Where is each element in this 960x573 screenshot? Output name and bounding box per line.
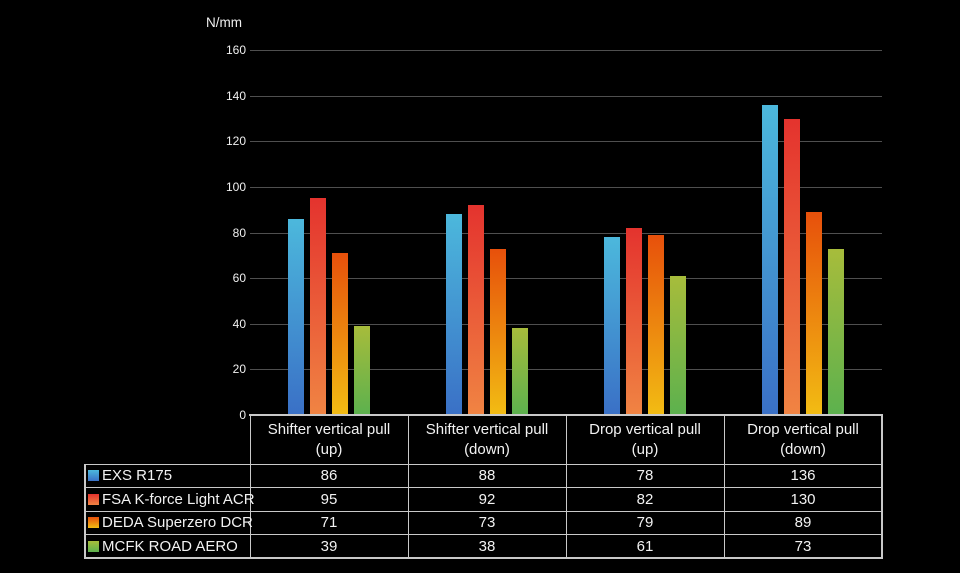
gridline-140 — [250, 95, 882, 97]
table-header-line: (up) — [631, 440, 659, 458]
bar-deda-superzero-dcr-shifter-vertical-pull-down — [490, 248, 507, 415]
gridline-20 — [250, 369, 882, 371]
table-value-exs-r175-drop-vertical-pull-up: 78 — [636, 467, 654, 485]
y-tick-label-120: 120 — [225, 134, 246, 149]
table-header-bottom-border — [84, 463, 883, 465]
bar-exs-r175-shifter-vertical-pull-up — [287, 218, 304, 415]
table-value-deda-superzero-dcr-drop-vertical-pull-up: 79 — [636, 514, 654, 532]
bar-fsa-k-force-light-acr-drop-vertical-pull-up — [625, 228, 642, 415]
y-tick-label-60: 60 — [232, 271, 246, 286]
legend-series-label: FSA K-force Light ACR — [102, 490, 255, 508]
table-header-cell-shifter-vertical-pull-up: Shifter vertical pull (up) — [251, 416, 407, 463]
legend-row-deda-superzero-dcr: DEDA Superzero DCR — [88, 511, 253, 535]
table-row-border-2 — [84, 534, 883, 535]
legend-color-swatch-exs-r175 — [88, 470, 99, 482]
legend-color-swatch-deda-superzero-dcr — [88, 517, 99, 529]
bar-fsa-k-force-light-acr-shifter-vertical-pull-up — [309, 198, 326, 415]
legend-row-fsa-k-force-light-acr: FSA K-force Light ACR — [88, 488, 255, 512]
bar-deda-superzero-dcr-drop-vertical-pull-up — [648, 234, 665, 415]
table-header-line: (down) — [464, 440, 510, 458]
bar-deda-superzero-dcr-shifter-vertical-pull-up — [332, 253, 349, 415]
table-header-cell-drop-vertical-pull-up: Drop vertical pull (up) — [567, 416, 723, 463]
legend-series-label: DEDA Superzero DCR — [102, 514, 253, 532]
table-row-border-1 — [84, 510, 883, 512]
table-value-fsa-k-force-light-acr-drop-vertical-pull-down: 130 — [790, 490, 816, 508]
legend-row-mcfk-road-aero: MCFK ROAD AERO — [88, 535, 248, 559]
bar-fsa-k-force-light-acr-drop-vertical-pull-down — [783, 118, 800, 415]
y-tick-label-20: 20 — [232, 362, 246, 377]
bar-mcfk-road-aero-shifter-vertical-pull-up — [354, 326, 371, 415]
y-tick-label-40: 40 — [232, 316, 246, 331]
bar-fsa-k-force-light-acr-shifter-vertical-pull-down — [467, 205, 484, 415]
table-value-deda-superzero-dcr-drop-vertical-pull-down: 89 — [794, 514, 812, 532]
gridline-120 — [250, 141, 882, 143]
table-value-exs-r175-shifter-vertical-pull-up: 86 — [320, 467, 338, 485]
table-value-mcfk-road-aero-drop-vertical-pull-down: 73 — [794, 537, 812, 555]
table-col-border-1 — [407, 415, 409, 558]
table-col-border-0 — [249, 415, 251, 558]
bar-exs-r175-drop-vertical-pull-up — [603, 237, 620, 415]
y-tick-label-140: 140 — [225, 88, 246, 103]
y-tick-label-160: 160 — [225, 43, 246, 58]
bar-exs-r175-drop-vertical-pull-down — [761, 104, 778, 415]
table-value-mcfk-road-aero-shifter-vertical-pull-down: 38 — [478, 537, 496, 555]
table-value-exs-r175-drop-vertical-pull-down: 136 — [790, 467, 816, 485]
y-tick-label-0: 0 — [239, 408, 246, 422]
table-header-cell-shifter-vertical-pull-down: Shifter vertical pull (down) — [409, 416, 565, 463]
gridline-80 — [250, 232, 882, 234]
table-value-fsa-k-force-light-acr-drop-vertical-pull-up: 82 — [636, 490, 654, 508]
bar-mcfk-road-aero-shifter-vertical-pull-down — [512, 328, 529, 415]
table-value-mcfk-road-aero-shifter-vertical-pull-up: 39 — [320, 537, 338, 555]
table-header-line: Shifter vertical pull — [425, 420, 549, 438]
gridline-60 — [250, 278, 882, 280]
table-value-fsa-k-force-light-acr-shifter-vertical-pull-down: 92 — [478, 490, 496, 508]
legend-series-label: EXS R175 — [102, 467, 173, 485]
y-tick-label-80: 80 — [232, 225, 246, 240]
table-value-mcfk-road-aero-drop-vertical-pull-up: 61 — [636, 537, 654, 555]
table-right-border — [881, 415, 883, 558]
table-value-fsa-k-force-light-acr-shifter-vertical-pull-up: 95 — [320, 490, 338, 508]
y-tick-label-100: 100 — [225, 180, 246, 194]
table-header-line: Drop vertical pull — [589, 420, 701, 438]
table-header-line: (down) — [780, 440, 826, 458]
table-header-cell-drop-vertical-pull-down: Drop vertical pull (down) — [725, 416, 881, 463]
bar-mcfk-road-aero-drop-vertical-pull-down — [828, 248, 845, 415]
legend-series-label: MCFK ROAD AERO — [102, 537, 238, 555]
bar-deda-superzero-dcr-drop-vertical-pull-down — [806, 212, 823, 415]
bar-exs-r175-shifter-vertical-pull-down — [445, 214, 462, 415]
table-left-border — [84, 464, 86, 558]
bar-mcfk-road-aero-drop-vertical-pull-up — [670, 275, 687, 415]
table-header-line: Drop vertical pull — [747, 420, 859, 438]
legend-row-exs-r175: EXS R175 — [88, 464, 248, 488]
gridline-40 — [250, 323, 882, 325]
y-axis-unit-label: N/mm — [206, 15, 242, 30]
table-col-border-2 — [565, 415, 567, 558]
table-header-line: (up) — [315, 440, 343, 458]
gridline-160 — [250, 50, 882, 52]
legend-color-swatch-fsa-k-force-light-acr — [88, 493, 99, 505]
table-row-border-3 — [84, 557, 883, 559]
table-row-border-0 — [84, 487, 883, 488]
gridline-100 — [250, 187, 882, 188]
table-value-deda-superzero-dcr-shifter-vertical-pull-up: 71 — [320, 514, 338, 532]
table-value-exs-r175-shifter-vertical-pull-down: 88 — [478, 467, 496, 485]
table-header-line: Shifter vertical pull — [267, 420, 391, 438]
table-col-border-3 — [723, 415, 725, 558]
legend-color-swatch-mcfk-road-aero — [88, 540, 99, 552]
table-value-deda-superzero-dcr-shifter-vertical-pull-down: 73 — [478, 514, 496, 532]
